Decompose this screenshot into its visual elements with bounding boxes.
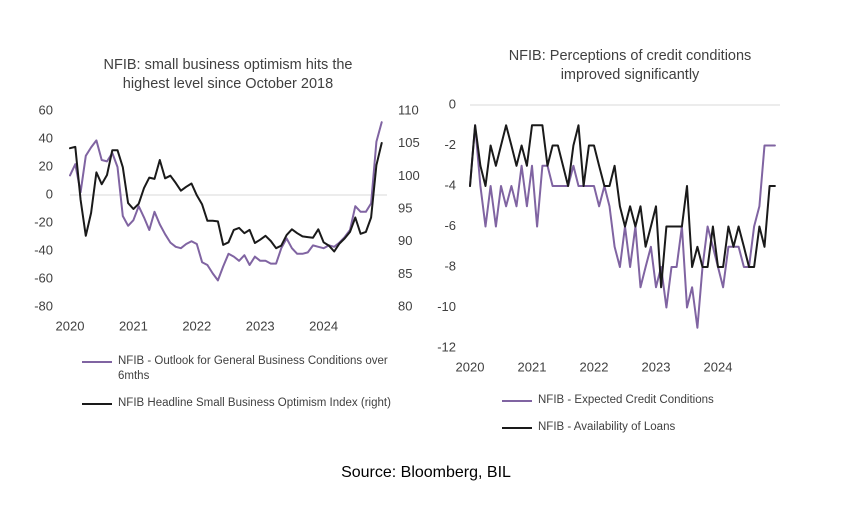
legend-swatch-expected-credit	[502, 400, 532, 402]
right-chart-series-line-0	[469, 124, 776, 329]
source-note: Source: Bloomberg, BIL	[341, 464, 511, 481]
right-chart-y-tick-label: -6	[444, 218, 456, 233]
left-chart-y-tick-label: 20	[39, 158, 53, 173]
left-chart-x-tick-label: 2022	[182, 318, 211, 333]
legend-label-outlook-line-1: NFIB - Outlook for General Business Cond…	[118, 355, 388, 367]
left-chart-y-tick-label: 60	[39, 102, 53, 117]
right-chart-y-tick-label: 0	[449, 96, 456, 111]
right-chart-x-tick-label: 2022	[580, 359, 609, 374]
left-chart-x-tick-label: 2023	[246, 318, 275, 333]
left-chart-y2-tick-label: 85	[398, 266, 412, 281]
right-chart-x-tick-label: 2020	[456, 359, 485, 374]
right-chart-x-tick-label: 2024	[704, 359, 733, 374]
legend-swatch-outlook	[82, 361, 112, 363]
legend-label-loans: NFIB - Availability of Loans	[538, 421, 676, 433]
legend-label-optimism: NFIB Headline Small Business Optimism In…	[118, 397, 391, 409]
right-chart-y-tick-label: -12	[437, 339, 456, 354]
left-chart-y-tick-label: -40	[34, 242, 53, 257]
right-chart-series-line-1	[469, 124, 776, 289]
left-chart-plot: 60 40 20 0 -20 -40 -60 -80 110 105 100 95 90 85 80 2020…	[34, 102, 420, 333]
left-chart-title-line-1: NFIB: small business optimism hits the	[103, 57, 353, 73]
left-chart-y2-tick-label: 110	[398, 102, 419, 117]
legend-swatch-optimism	[82, 403, 112, 405]
left-chart-y-tick-label: 0	[46, 186, 53, 201]
right-chart-title: NFIB: Perceptions of credit conditions i…	[470, 47, 790, 85]
right-chart-y-tick-label: -8	[444, 258, 456, 273]
right-chart-panel: NFIB: Perceptions of credit conditions i…	[430, 0, 852, 460]
left-chart-y-tick-label: -60	[34, 270, 53, 285]
left-chart-x-tick-label: 2024	[309, 318, 338, 333]
legend-label-outlook: NFIB - Outlook for General Business Cond…	[118, 354, 388, 384]
right-chart-y-tick-label: -4	[444, 177, 456, 192]
legend-label-expected-credit: NFIB - Expected Credit Conditions	[538, 394, 714, 406]
left-chart-title: NFIB: small business optimism hits the h…	[78, 56, 378, 94]
right-chart-x-tick-label: 2021	[518, 359, 547, 374]
right-chart-title-line-2: improved significantly	[560, 67, 700, 83]
left-chart-x-tick-label: 2021	[119, 318, 148, 333]
left-chart-panel: NFIB: small business optimism hits the h…	[0, 0, 430, 460]
left-chart-title-line-2: highest level since October 2018	[122, 76, 334, 92]
left-chart-x-tick-label: 2020	[56, 318, 85, 333]
right-chart-y-tick-label: -10	[437, 299, 456, 314]
left-chart-series-line-0	[69, 121, 383, 282]
left-chart-y2-tick-label: 90	[398, 233, 412, 248]
right-chart-x-tick-label: 2023	[642, 359, 671, 374]
legend-label-outlook-line-2: 6mths	[118, 370, 150, 382]
left-chart-y2-tick-label: 80	[398, 298, 412, 313]
left-chart-series-line-1	[69, 142, 383, 253]
legend-swatch-loans	[502, 427, 532, 429]
left-chart-y2-tick-label: 105	[398, 135, 420, 150]
left-chart-y2-tick-label: 100	[398, 168, 420, 183]
left-chart-y2-tick-label: 95	[398, 200, 412, 215]
left-chart-y-tick-label: -20	[34, 214, 53, 229]
left-chart-y-tick-label: -80	[34, 298, 53, 313]
right-chart-title-line-1: NFIB: Perceptions of credit conditions	[508, 48, 752, 64]
left-chart-y-tick-label: 40	[39, 130, 53, 145]
right-chart-y-tick-label: -2	[444, 137, 456, 152]
